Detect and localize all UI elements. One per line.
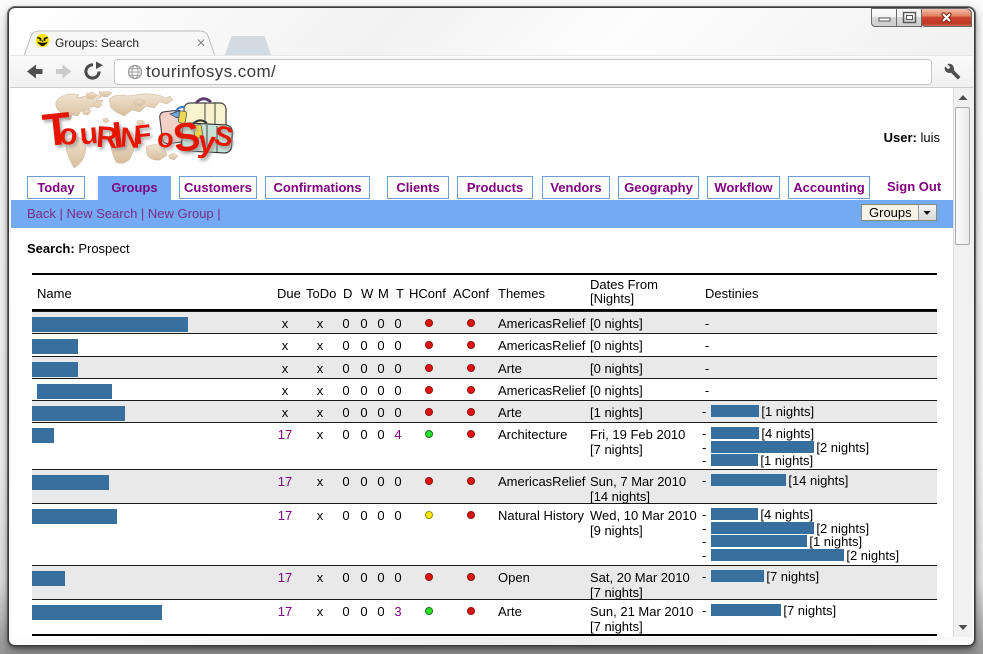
svg-text:S: S xyxy=(170,114,203,161)
svg-text:o: o xyxy=(58,117,80,152)
svg-text:I: I xyxy=(110,114,125,156)
svg-text:y: y xyxy=(196,124,218,161)
svg-text:R: R xyxy=(95,121,119,155)
svg-text:N: N xyxy=(119,122,141,154)
svg-text:o: o xyxy=(156,123,175,154)
svg-text:u: u xyxy=(78,117,99,151)
svg-text:T: T xyxy=(40,102,73,157)
svg-text:S: S xyxy=(212,119,236,153)
svg-text:F: F xyxy=(133,119,153,151)
